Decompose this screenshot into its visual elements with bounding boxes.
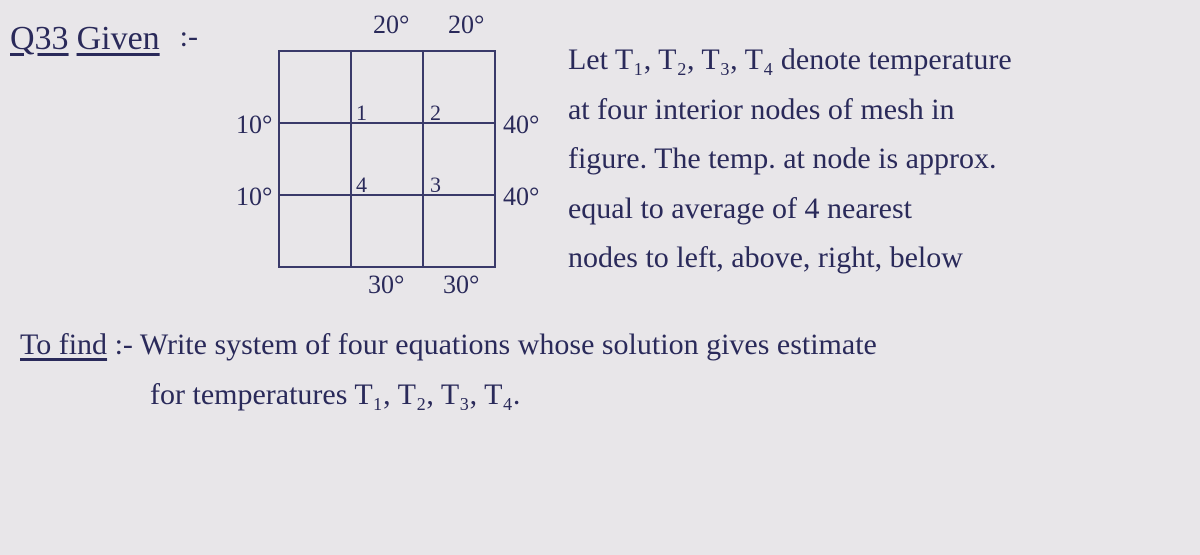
tofind-block: To find :- Write system of four equation… bbox=[10, 320, 1180, 419]
description-block: Let T₁, T₂, T₃, T₄ denote temperature at… bbox=[558, 20, 1180, 283]
header-row: Q33 Given :- 20° 20° 10° 10° 40° 40° 30°… bbox=[10, 20, 1180, 310]
tofind-colon: :- bbox=[115, 328, 133, 361]
mesh-node-label: 2 bbox=[430, 100, 441, 126]
mesh-bottom-label: 30° bbox=[368, 270, 404, 300]
mesh-right-label: 40° bbox=[503, 110, 539, 140]
mesh-diagram: 20° 20° 10° 10° 40° 40° 30° 30° 1 2 4 3 bbox=[198, 10, 558, 310]
mesh-top-label: 20° bbox=[448, 10, 484, 40]
given-colon: :- bbox=[180, 20, 198, 54]
mesh-node-label: 4 bbox=[356, 172, 367, 198]
mesh-bottom-label: 30° bbox=[443, 270, 479, 300]
mesh-node-label: 3 bbox=[430, 172, 441, 198]
tofind-line: for temperatures T₁, T₂, T₃, T₄. bbox=[150, 370, 1180, 420]
page: Q33 Given :- 20° 20° 10° 10° 40° 40° 30°… bbox=[0, 0, 1200, 555]
mesh-left-label: 10° bbox=[236, 110, 272, 140]
tofind-line: Write system of four equations whose sol… bbox=[140, 328, 877, 361]
mesh-right-label: 40° bbox=[503, 182, 539, 212]
description-line: nodes to left, above, right, below bbox=[568, 233, 1180, 283]
mesh-top-label: 20° bbox=[373, 10, 409, 40]
question-number: Q33 bbox=[10, 20, 69, 58]
description-line: equal to average of 4 nearest bbox=[568, 184, 1180, 234]
tofind-label: To find bbox=[20, 328, 107, 361]
mesh-node-label: 1 bbox=[356, 100, 367, 126]
given-label: Given bbox=[77, 20, 160, 58]
description-line: at four interior nodes of mesh in bbox=[568, 85, 1180, 135]
description-line: figure. The temp. at node is approx. bbox=[568, 134, 1180, 184]
mesh-left-label: 10° bbox=[236, 182, 272, 212]
description-line: Let T₁, T₂, T₃, T₄ denote temperature bbox=[568, 35, 1180, 85]
mesh-grid bbox=[278, 50, 496, 268]
